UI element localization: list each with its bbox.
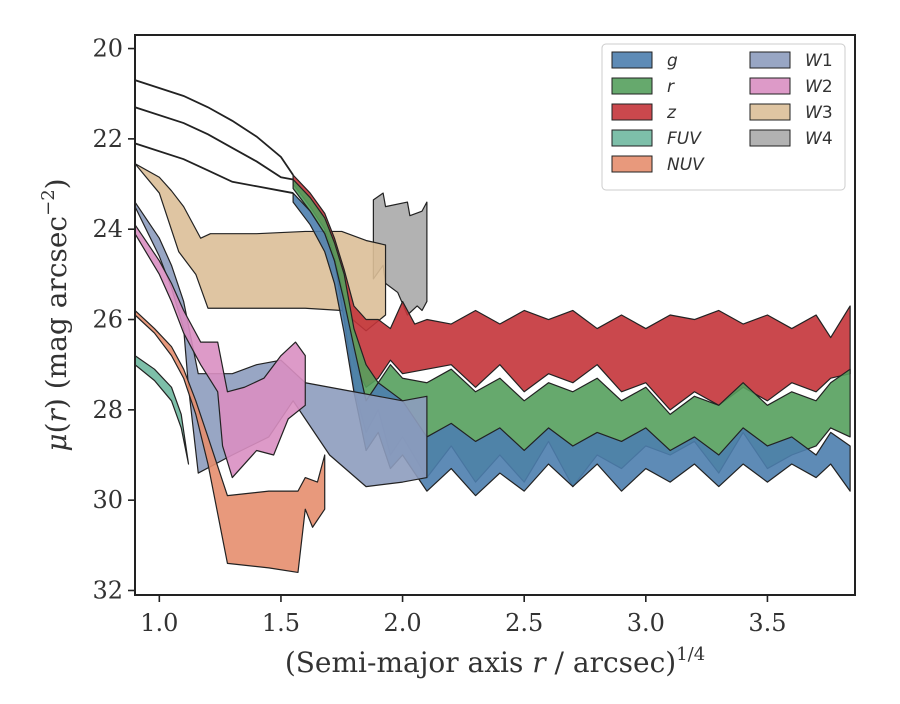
plot-frame [134,34,856,596]
y-tick-label: 26 [92,306,123,334]
legend-swatch-z [611,103,653,121]
y-axis: 20 22 24 26 28 30 32 [92,35,135,604]
profile-line-3 [135,142,294,194]
y-tick-label: 24 [92,215,123,243]
legend-label-w4: W4 [805,129,833,149]
legend-items: grz FUV NUV W1 W2 W3 W4 [611,51,833,175]
legend-label-fuv: FUV [667,129,702,149]
legend-swatch-nuv [611,155,653,173]
legend-label-z: z [666,103,677,123]
x-tick-label: 1.5 [262,609,300,637]
legend-swatch-g [611,51,653,69]
x-tick-label: 2.5 [505,609,543,637]
y-tick-label: 20 [92,35,123,63]
x-tick-label: 2.0 [383,609,421,637]
legend-label-r: r [667,77,675,97]
legend-swatch-r [611,77,653,95]
legend-swatch-w1 [749,51,791,69]
y-axis-title: μ(r) (mag arcsec−2) [38,178,73,451]
legend: grz FUV NUV W1 W2 W3 W4 [601,43,846,191]
legend-label-g: g [667,51,678,71]
profile-line-1 [135,79,294,176]
profile-line-2 [135,106,294,181]
legend-swatch-fuv [611,129,653,147]
y-tick-label: 28 [92,396,123,424]
plot-area [135,79,851,574]
legend-swatch-w2 [749,77,791,95]
band-fuv [135,355,190,465]
band-z [292,174,851,411]
y-tick-label: 30 [92,486,123,514]
band-w3 [135,163,387,332]
x-axis-title: (Semi-major axis r / arcsec)1/4 [285,644,705,679]
band-w2 [135,224,306,479]
x-tick-label: 1.0 [140,609,178,637]
legend-swatch-w3 [749,103,791,121]
band-nuv [135,309,326,574]
x-tick-label: 3.0 [627,609,665,637]
x-tick-label: 3.5 [748,609,786,637]
y-tick-label: 32 [92,576,123,604]
legend-label-nuv: NUV [667,155,705,175]
legend-label-w3: W3 [805,103,833,123]
legend-label-w2: W2 [805,77,833,97]
y-tick-label: 22 [92,125,123,153]
x-axis: 1.0 1.5 2.0 2.5 3.0 3.5 [140,595,787,637]
legend-swatch-w4 [749,129,791,147]
legend-label-w1: W1 [805,51,833,71]
